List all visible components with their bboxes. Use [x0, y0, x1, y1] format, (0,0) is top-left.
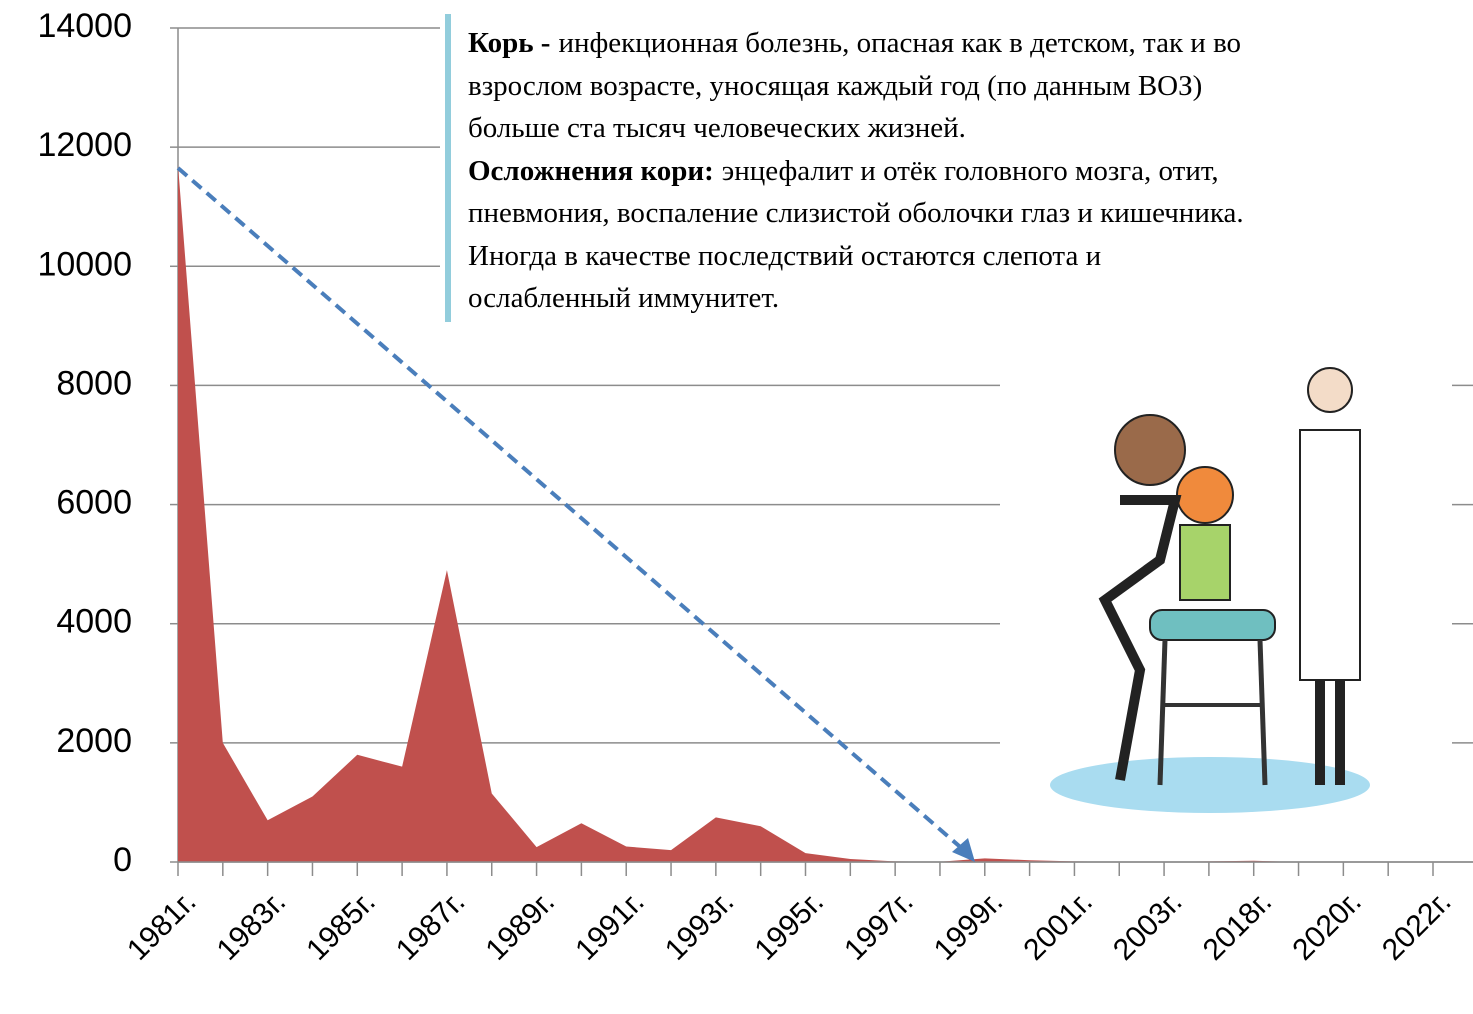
x-tick-label: 2018г. [1197, 885, 1279, 967]
annotation-text: больше ста тысяч человеческих жизней. [468, 112, 966, 144]
y-tick-label: 10000 [37, 245, 132, 283]
annotation-line: ослабленный иммунитет. [468, 277, 1473, 320]
trend-arrow [176, 166, 975, 862]
area [178, 165, 1299, 862]
annotation-text: взрослом возрасте, уносящая каждый год (… [468, 69, 1203, 102]
annotation-line: Иногда в качестве последствий остаются с… [468, 235, 1473, 278]
annotation-text: ослабленный иммунитет. [468, 282, 780, 314]
note-bar [445, 14, 451, 322]
x-tick-label: 1981г. [121, 885, 203, 967]
note-background [440, 12, 1473, 324]
x-tick-label: 2001г. [1017, 885, 1099, 967]
annotation-line: больше ста тысяч человеческих жизней. [468, 107, 1473, 150]
y-tick-label: 6000 [56, 484, 132, 522]
annotation-text: Иногда в качестве последствий остаются с… [468, 239, 1102, 272]
annotation: Корь - инфекционная болезнь, опасная как … [468, 22, 1473, 320]
plot [177, 165, 1473, 876]
annotation-line: взрослом возрасте, уносящая каждый год (… [468, 65, 1473, 108]
x-tick-label: 1999г. [928, 885, 1010, 967]
x-tick-label: 1997г. [838, 885, 920, 967]
y-tick-label: 2000 [56, 722, 132, 760]
y-tick-label: 12000 [37, 126, 132, 164]
y-tick-label: 0 [113, 841, 132, 879]
illustration [1000, 335, 1452, 835]
x-tick-label: 1995г. [748, 885, 830, 967]
y-tick-label: 14000 [37, 7, 132, 45]
annotation-bold: Осложнения кори: [468, 154, 714, 187]
x-tick-label: 1985г. [300, 885, 382, 967]
annotation-text: пневмония, воспаление слизистой оболочки… [468, 197, 1244, 229]
y-tick-label: 4000 [56, 603, 132, 641]
x-tick-label: 1991г. [569, 885, 651, 967]
x-tick-label: 2022г. [1376, 885, 1458, 967]
x-tick-label: 1993г. [659, 885, 741, 967]
x-tick-label: 1987г. [390, 885, 472, 967]
x-tick-label: 2020г. [1286, 885, 1368, 967]
y-tick-label: 8000 [56, 364, 132, 402]
annotation-text: энцефалит и отёк головного мозга, отит, [721, 154, 1219, 187]
annotation-text: инфекционная болезнь, опасная как в детс… [558, 27, 1242, 59]
x-tick-label: 2003г. [1107, 885, 1189, 967]
x-tick-label: 1983г. [211, 885, 293, 967]
annotation-bold: Корь - [468, 27, 551, 59]
annotation-line: Корь - инфекционная болезнь, опасная как … [468, 22, 1473, 65]
annotation-line: Осложнения кори: энцефалит и отёк головно… [468, 150, 1473, 193]
x-tick-label: 1989г. [480, 885, 562, 967]
annotation-line: пневмония, воспаление слизистой оболочки… [468, 192, 1473, 235]
